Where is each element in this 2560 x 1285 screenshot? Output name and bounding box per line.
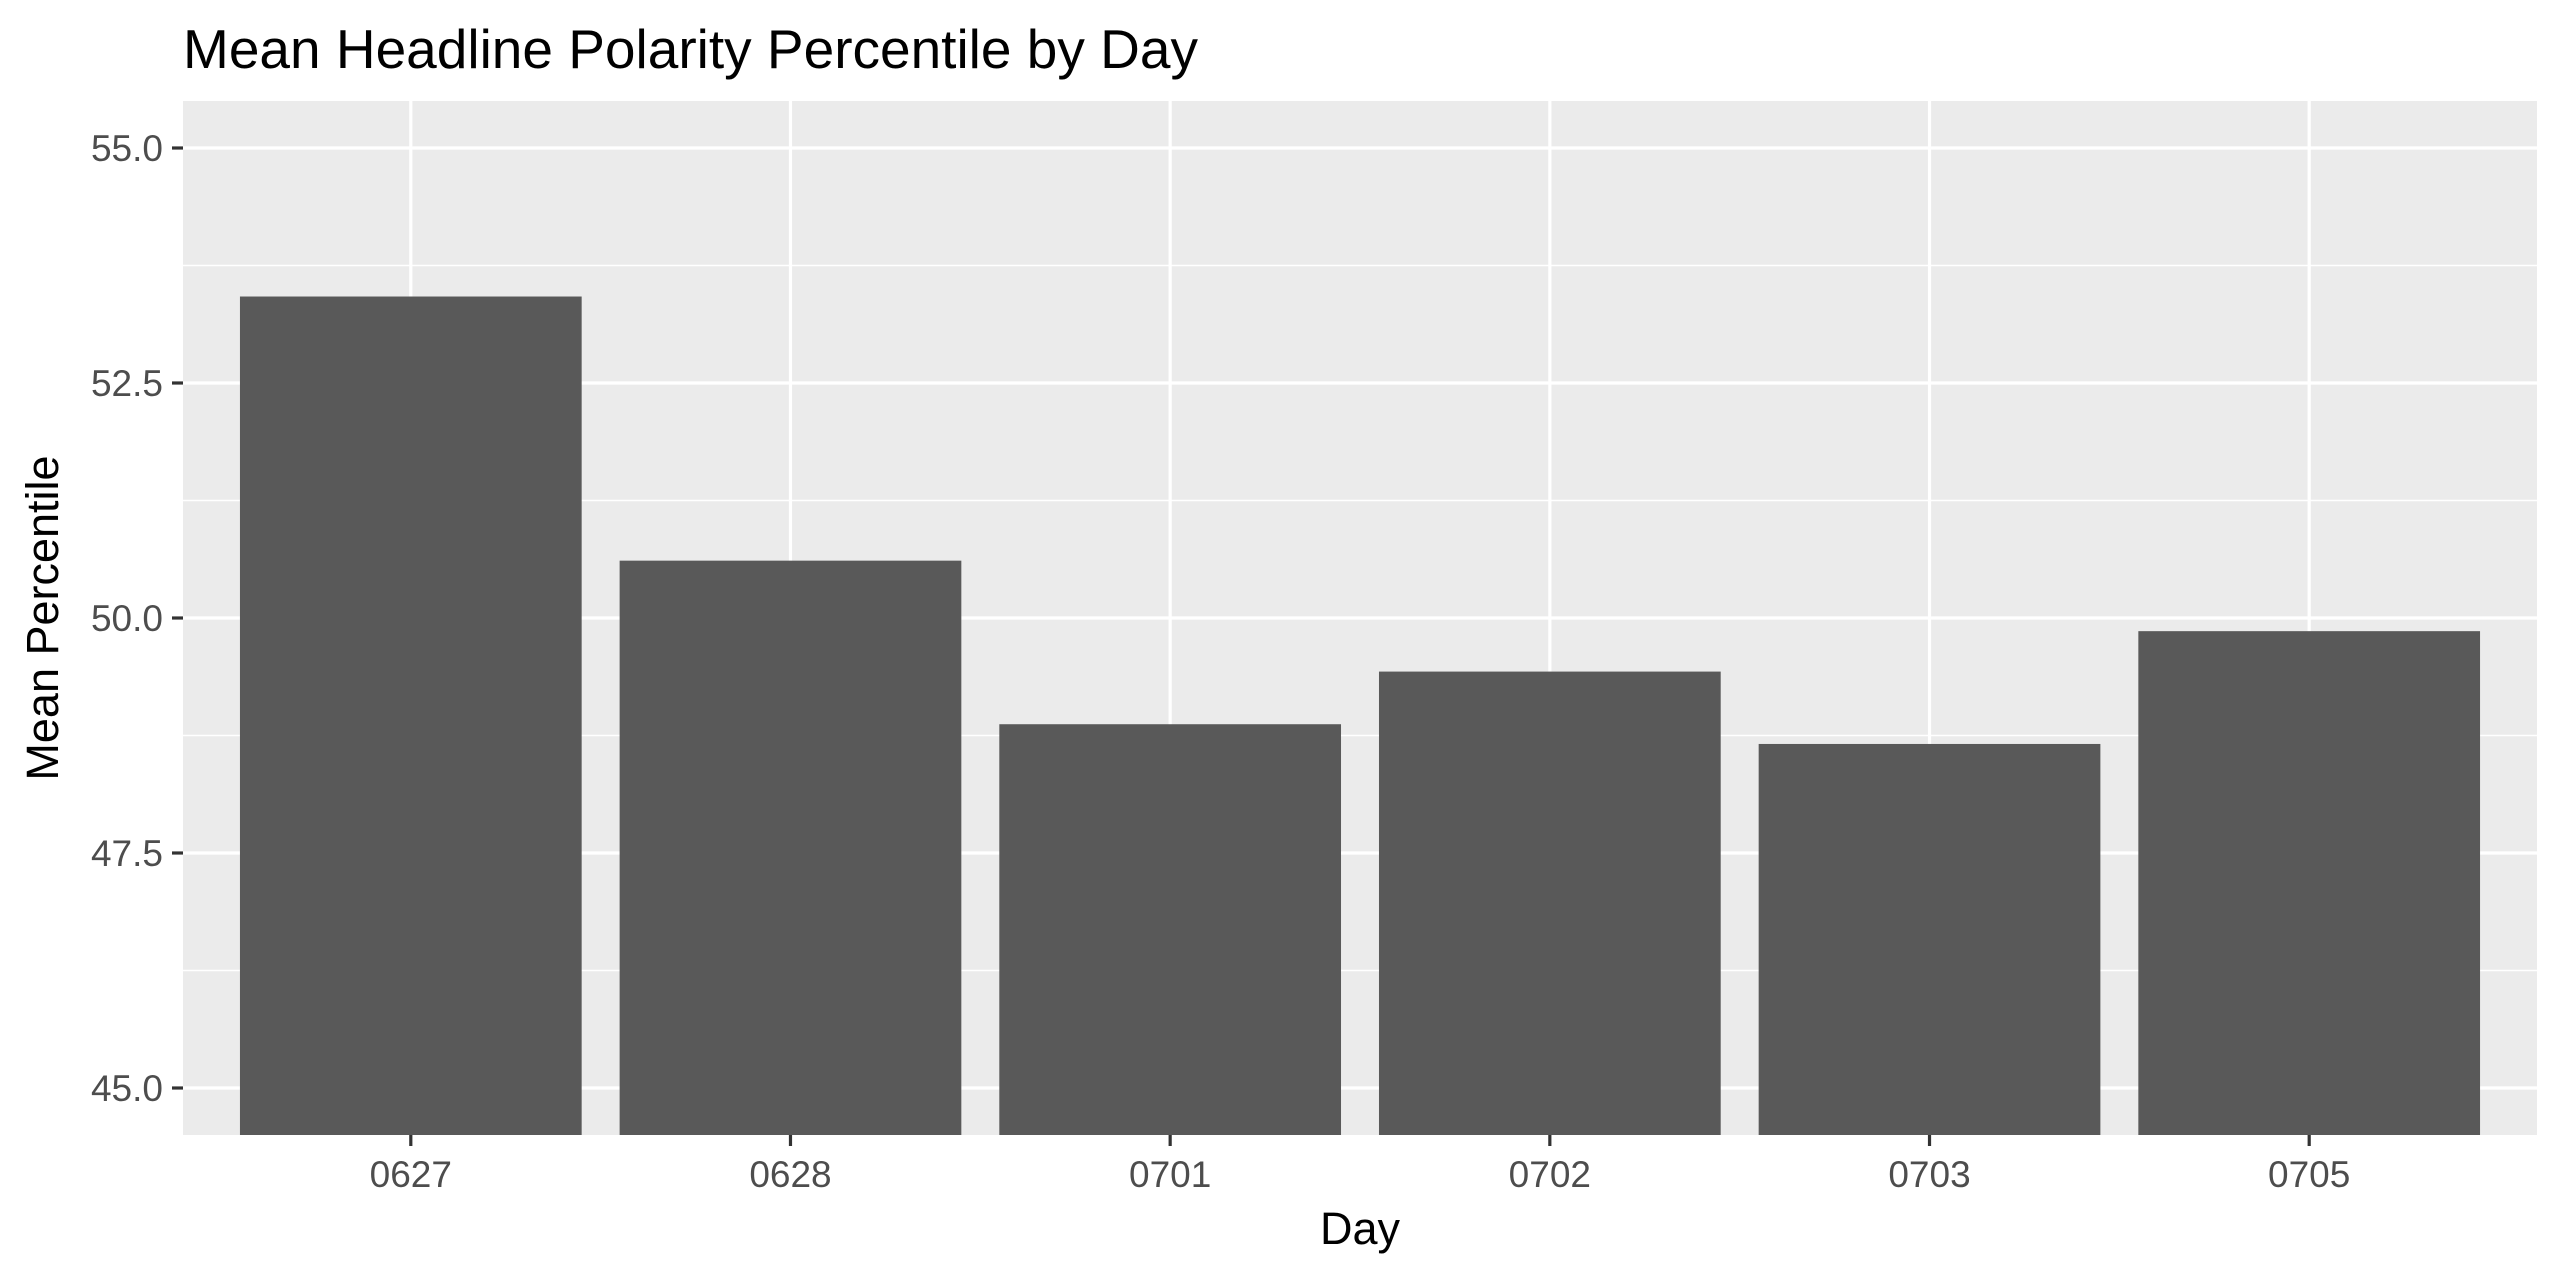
y-tick-label: 47.5 — [91, 833, 163, 874]
x-tick-label: 0705 — [2268, 1154, 2350, 1195]
bar-0703 — [1758, 743, 2101, 1135]
bar-0627 — [239, 296, 582, 1135]
x-tick-label: 0627 — [370, 1154, 452, 1195]
y-axis-title: Mean Percentile — [17, 455, 68, 780]
bar-0628 — [619, 560, 962, 1135]
x-tick-label: 0628 — [749, 1154, 831, 1195]
chart-title: Mean Headline Polarity Percentile by Day — [183, 18, 1198, 80]
x-axis: 0627 0628 0701 0702 0703 0705 — [370, 1135, 2350, 1195]
y-axis: 45.0 47.5 50.0 52.5 55.0 — [91, 128, 183, 1109]
x-tick-label: 0702 — [1509, 1154, 1591, 1195]
bar-0705 — [2138, 631, 2481, 1135]
bar-0701 — [999, 724, 1342, 1135]
y-tick-label: 45.0 — [91, 1068, 163, 1109]
y-tick-label: 50.0 — [91, 598, 163, 639]
x-tick-label: 0703 — [1888, 1154, 1970, 1195]
bar-0702 — [1378, 671, 1721, 1135]
y-tick-label: 52.5 — [91, 363, 163, 404]
bars — [239, 296, 2481, 1135]
x-tick-label: 0701 — [1129, 1154, 1211, 1195]
x-axis-title: Day — [1320, 1203, 1401, 1254]
y-tick-label: 55.0 — [91, 128, 163, 169]
